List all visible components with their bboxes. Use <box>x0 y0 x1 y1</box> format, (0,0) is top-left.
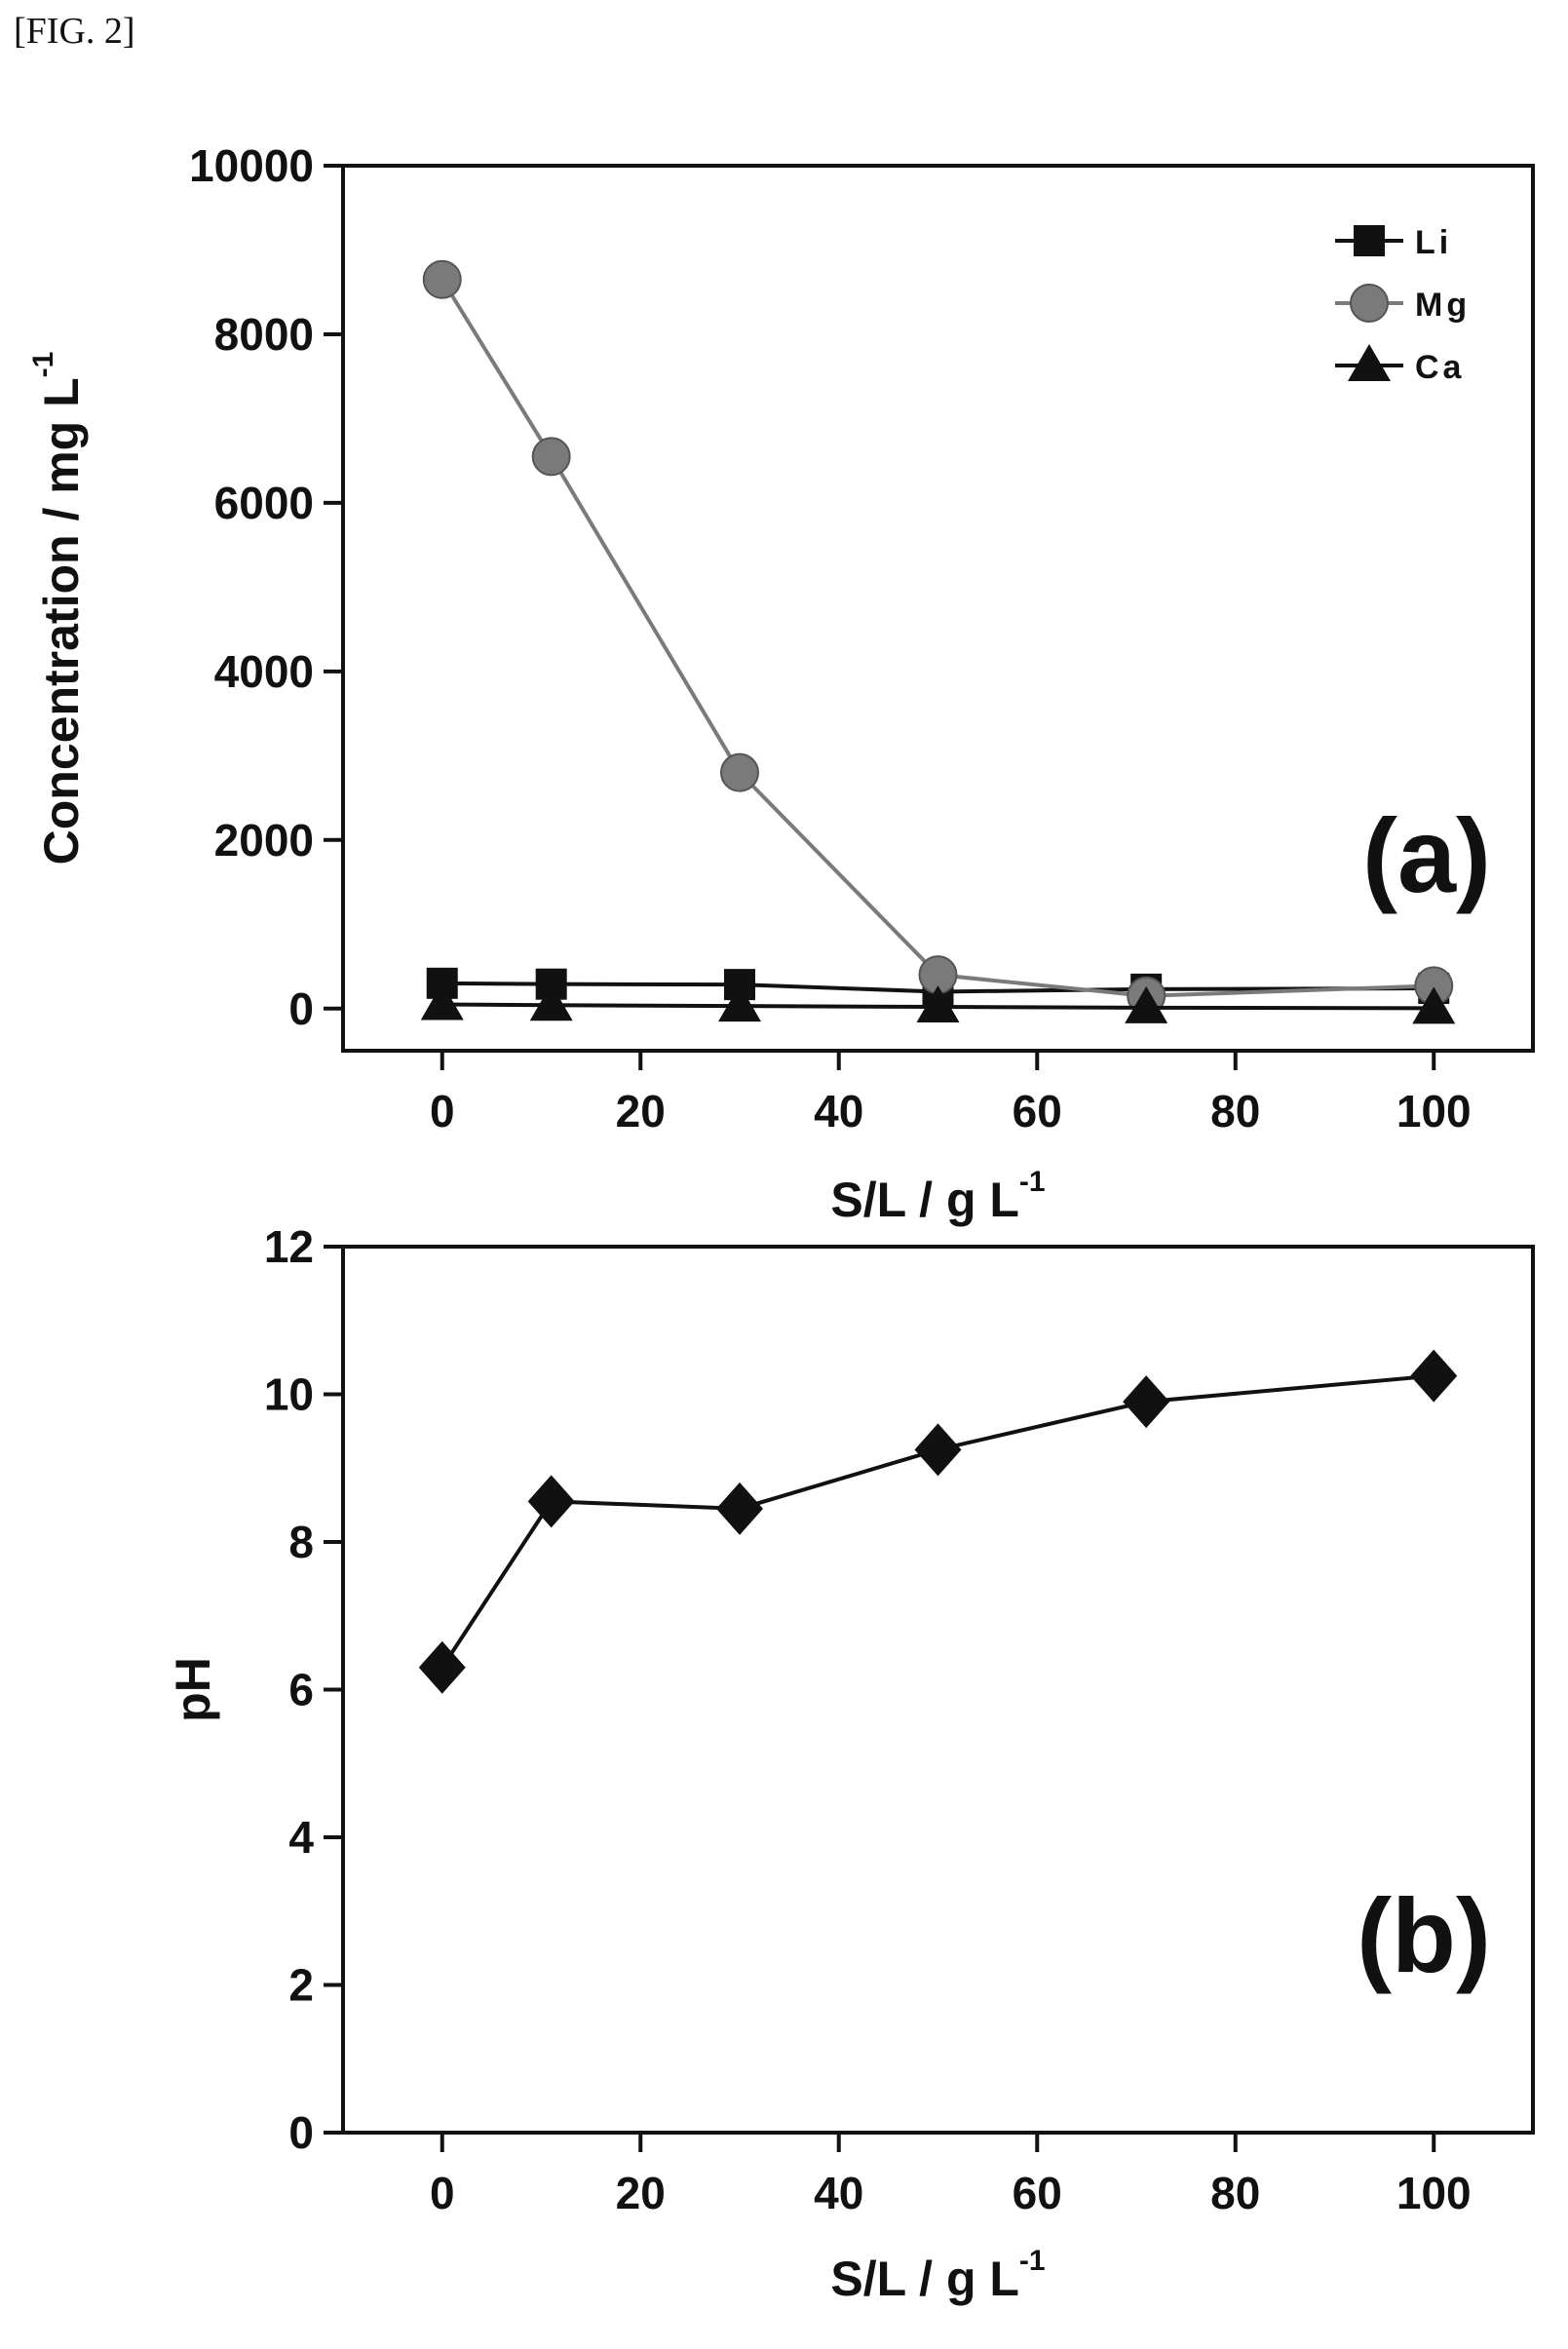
data-point-mg <box>720 752 759 792</box>
x-axis-title: S/L / g L-1 <box>830 1166 1045 1227</box>
y-axis-title-text: Concentration / mg L <box>34 377 89 865</box>
x-tick-label: 80 <box>1210 2168 1260 2218</box>
series-line-li <box>441 981 1434 994</box>
x-axis-title-sup: -1 <box>1019 2245 1046 2277</box>
data-point-series <box>1123 1375 1170 1429</box>
data-point-mg <box>422 259 462 299</box>
chart-panel-a: 0 20 40 60 80 100 0 2000 4000 6000 8000 10000 S/L / … <box>27 140 1535 1227</box>
legend-marker-mg <box>1350 284 1389 323</box>
y-tick-label: 0 <box>288 2107 314 2158</box>
x-tick-label: 100 <box>1396 2168 1472 2218</box>
y-axis-title-text: pH <box>166 1657 220 1722</box>
plot-frame <box>341 1245 1535 2135</box>
x-axis-title-text: S/L / g L <box>830 2252 1019 2306</box>
data-point-mg <box>531 437 571 477</box>
data-point-ca <box>916 985 960 1023</box>
data-point-ca <box>529 983 573 1021</box>
legend-label-li: Li <box>1415 224 1452 261</box>
y-tick-label: 12 <box>264 1221 314 1272</box>
chart-panel-b: 0 20 40 60 80 100 0 2 4 6 8 10 12 S/L / g L-1 pH (b) <box>166 1221 1535 2306</box>
data-point-series <box>914 1423 962 1477</box>
data-point-series <box>1410 1349 1458 1403</box>
x-tick-label: 20 <box>616 2168 666 2218</box>
y-tick-label: 4000 <box>214 646 314 697</box>
series-line-series <box>440 1373 1434 1669</box>
data-point-ca <box>1412 986 1456 1024</box>
x-axis-title-sup: -1 <box>1019 1166 1046 1198</box>
legend-marker-li <box>1354 225 1385 256</box>
data-point-series <box>716 1482 763 1535</box>
data-point-ca <box>420 982 464 1020</box>
y-tick-label: 8000 <box>214 309 314 360</box>
y-tick-label: 4 <box>288 1812 314 1863</box>
y-tick-label: 0 <box>288 983 314 1034</box>
y-axis-title-sup: -1 <box>27 352 59 378</box>
y-tick-label: 8 <box>288 1517 314 1567</box>
y-tick-label: 6000 <box>214 478 314 528</box>
data-point-series <box>418 1640 466 1694</box>
data-point-series <box>527 1475 575 1528</box>
legend-label-mg: Mg <box>1415 287 1471 324</box>
x-tick-label: 20 <box>616 1086 666 1136</box>
x-tick-label: 40 <box>814 1086 863 1136</box>
y-axis-title: Concentration / mg L-1 <box>27 352 89 866</box>
panel-label: (b) <box>1357 1876 1491 1994</box>
series-line-mg <box>440 278 1434 998</box>
figure-label: [FIG. 2] <box>14 11 135 52</box>
y-tick-label: 2 <box>288 1960 314 2011</box>
y-tick-label: 2000 <box>214 815 314 866</box>
x-axis-title: S/L / g L-1 <box>830 2245 1045 2306</box>
series-line-ca <box>441 1002 1434 1011</box>
x-tick-label: 0 <box>430 1086 455 1136</box>
data-point-ca <box>718 984 761 1022</box>
data-point-ca <box>1125 985 1168 1023</box>
x-tick-label: 60 <box>1013 2168 1062 2218</box>
panel-label: (a) <box>1362 796 1491 914</box>
x-tick-label: 60 <box>1013 1086 1062 1136</box>
y-tick-label: 10000 <box>189 140 314 191</box>
y-tick-label: 10 <box>264 1369 314 1420</box>
x-tick-label: 0 <box>430 2168 455 2218</box>
plot-frame <box>341 164 1535 1053</box>
y-tick-label: 6 <box>288 1665 314 1715</box>
x-tick-label: 100 <box>1396 1086 1472 1136</box>
legend-marker-ca <box>1348 344 1391 381</box>
y-axis-title: pH <box>166 1657 220 1722</box>
x-tick-label: 40 <box>814 2168 863 2218</box>
x-tick-label: 80 <box>1210 1086 1260 1136</box>
legend-label-ca: Ca <box>1415 349 1465 386</box>
x-axis-title-text: S/L / g L <box>830 1173 1019 1227</box>
